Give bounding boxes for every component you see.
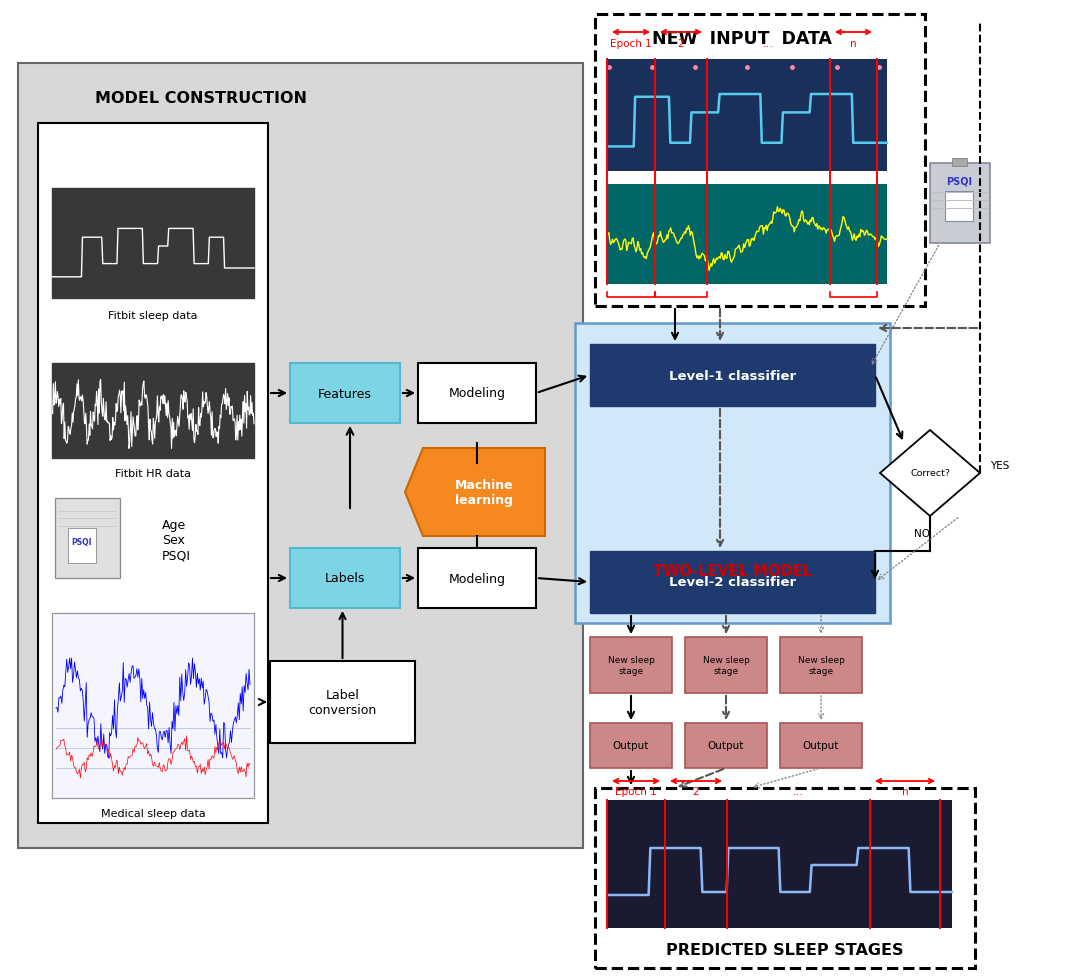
FancyBboxPatch shape	[590, 638, 672, 693]
FancyBboxPatch shape	[685, 724, 767, 768]
Polygon shape	[880, 430, 980, 516]
Text: PREDICTED SLEEP STAGES: PREDICTED SLEEP STAGES	[667, 943, 904, 957]
FancyBboxPatch shape	[418, 549, 535, 608]
Text: Age
Sex
PSQI: Age Sex PSQI	[162, 519, 191, 562]
Polygon shape	[405, 449, 545, 537]
Text: 2: 2	[678, 39, 684, 49]
FancyBboxPatch shape	[575, 324, 890, 623]
FancyBboxPatch shape	[595, 788, 975, 968]
FancyBboxPatch shape	[291, 549, 400, 608]
FancyBboxPatch shape	[68, 528, 96, 563]
Text: Fitbit HR data: Fitbit HR data	[115, 468, 191, 478]
FancyBboxPatch shape	[52, 189, 254, 298]
FancyBboxPatch shape	[590, 724, 672, 768]
Text: Output: Output	[612, 740, 649, 751]
Text: n: n	[850, 39, 856, 49]
Text: New sleep
stage: New sleep stage	[702, 655, 749, 675]
FancyBboxPatch shape	[291, 364, 400, 423]
FancyBboxPatch shape	[418, 364, 535, 423]
Text: Medical sleep data: Medical sleep data	[101, 808, 205, 819]
FancyBboxPatch shape	[780, 638, 862, 693]
FancyBboxPatch shape	[607, 60, 887, 172]
Text: ...: ...	[792, 786, 803, 796]
Text: TWO-LEVEL MODEL: TWO-LEVEL MODEL	[653, 564, 812, 579]
FancyBboxPatch shape	[780, 724, 862, 768]
FancyBboxPatch shape	[607, 54, 887, 60]
Text: Labels: Labels	[325, 572, 365, 585]
FancyBboxPatch shape	[52, 613, 254, 798]
FancyBboxPatch shape	[55, 499, 120, 578]
Text: MODEL CONSTRUCTION: MODEL CONSTRUCTION	[95, 91, 307, 107]
FancyBboxPatch shape	[270, 661, 415, 743]
Text: PSQI: PSQI	[946, 176, 972, 186]
FancyBboxPatch shape	[590, 344, 875, 407]
Text: ...: ...	[762, 39, 774, 49]
Text: New sleep
stage: New sleep stage	[607, 655, 655, 675]
Text: Epoch 1: Epoch 1	[610, 39, 651, 49]
FancyBboxPatch shape	[945, 192, 973, 222]
Text: NEW  INPUT  DATA: NEW INPUT DATA	[651, 30, 833, 48]
Text: Output: Output	[708, 740, 745, 751]
FancyBboxPatch shape	[607, 185, 887, 285]
FancyBboxPatch shape	[590, 552, 875, 613]
Text: Output: Output	[803, 740, 839, 751]
Text: Machine
learning: Machine learning	[454, 478, 514, 507]
FancyBboxPatch shape	[930, 164, 990, 244]
Text: n: n	[902, 786, 908, 796]
FancyBboxPatch shape	[607, 800, 952, 928]
FancyBboxPatch shape	[52, 364, 254, 459]
FancyBboxPatch shape	[38, 124, 268, 823]
Text: Level-1 classifier: Level-1 classifier	[669, 369, 796, 382]
Text: Fitbit sleep data: Fitbit sleep data	[108, 311, 197, 321]
Text: Correct?: Correct?	[909, 469, 950, 478]
Text: Epoch 1: Epoch 1	[615, 786, 657, 796]
Text: Features: Features	[318, 387, 372, 400]
FancyBboxPatch shape	[595, 15, 925, 307]
Text: Level-2 classifier: Level-2 classifier	[669, 576, 796, 589]
Text: Label
conversion: Label conversion	[308, 689, 376, 716]
Text: 2: 2	[693, 786, 699, 796]
Text: New sleep
stage: New sleep stage	[798, 655, 844, 675]
FancyBboxPatch shape	[952, 158, 967, 167]
Text: Modeling: Modeling	[449, 572, 505, 585]
FancyBboxPatch shape	[685, 638, 767, 693]
Text: NO: NO	[914, 528, 930, 539]
Text: PSQI: PSQI	[72, 537, 92, 546]
Text: Modeling: Modeling	[449, 387, 505, 400]
FancyBboxPatch shape	[18, 64, 583, 848]
Text: YES: YES	[991, 461, 1009, 470]
